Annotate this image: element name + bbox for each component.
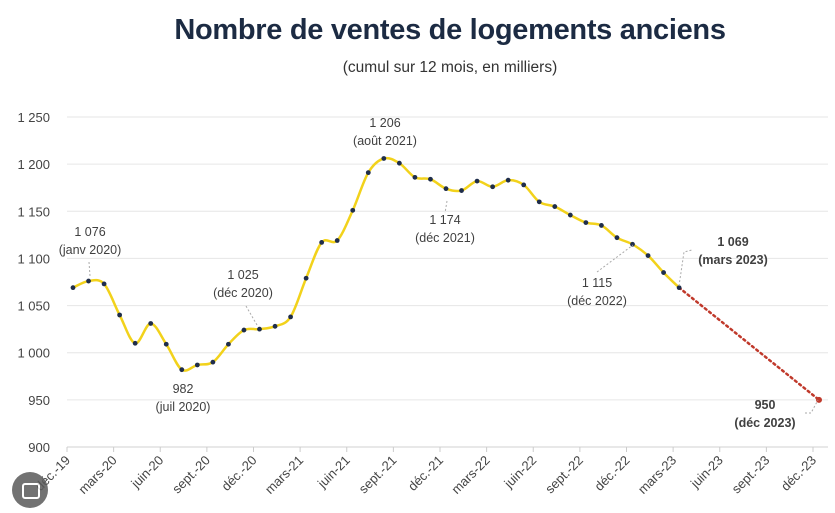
annotation-value: 1 025 [227, 268, 258, 282]
data-point [428, 176, 433, 182]
y-tick-label: 950 [28, 393, 50, 408]
y-tick-label: 1 150 [17, 204, 50, 219]
x-axis: déc.-19 mars-20 juin-20 sept.-20 déc.-20 mars… [32, 447, 819, 497]
data-point [614, 235, 620, 241]
x-tick-label: juin-20 [127, 453, 166, 492]
series-layer [70, 156, 822, 403]
data-point [583, 220, 589, 226]
data-point [412, 174, 418, 180]
data-point [474, 178, 480, 184]
y-tick-label: 1 000 [17, 346, 50, 361]
x-tick-label: sept.-20 [169, 453, 213, 497]
y-tick-label: 900 [28, 440, 50, 455]
annotation-period: (déc 2022) [567, 294, 627, 308]
data-point [226, 341, 231, 347]
annotations-layer: 1 076 (janv 2020) 982 (juil 2020) 1 025 (déc … [59, 116, 819, 430]
annotation-value: 1 115 [582, 276, 612, 290]
x-tick-label: mars-20 [75, 453, 119, 497]
data-point [70, 285, 76, 291]
annotation-period: (déc 2020) [213, 286, 273, 300]
data-point [645, 253, 651, 258]
data-point [194, 362, 200, 368]
x-tick-label: déc.-22 [591, 453, 632, 494]
x-tick-label: mars-21 [262, 453, 306, 497]
y-tick-label: 1 250 [17, 110, 50, 125]
data-point [101, 281, 107, 287]
data-point [350, 207, 356, 213]
data-point [334, 238, 340, 243]
data-point [163, 341, 169, 347]
series-line [72, 156, 680, 372]
annotation-period: (août 2021) [353, 134, 417, 148]
data-point [241, 327, 247, 333]
data-point [210, 359, 216, 365]
annotation-leader [805, 399, 819, 414]
lens-camera-icon[interactable] [12, 472, 48, 508]
x-tick-label: déc.-20 [218, 453, 259, 494]
data-point [319, 240, 325, 245]
data-point [86, 278, 91, 284]
annotation-value: 1 206 [369, 116, 400, 130]
data-point [288, 314, 293, 320]
projection-line [677, 286, 821, 402]
annotation-value: 950 [755, 398, 776, 412]
x-tick-label: sept.-22 [542, 453, 586, 497]
data-point [521, 182, 527, 188]
gridlines [67, 116, 828, 448]
x-tick-label: déc.-21 [405, 453, 446, 494]
y-tick-label: 1 100 [17, 251, 50, 266]
annotation-leader [596, 244, 634, 273]
data-point [365, 170, 371, 176]
data-point [490, 184, 496, 190]
annotation-period: (janv 2020) [59, 243, 122, 257]
x-tick-label: juin-23 [687, 453, 726, 492]
data-point [179, 367, 185, 373]
annotation-period: (juil 2020) [156, 400, 211, 414]
data-point [661, 270, 666, 275]
data-point [599, 223, 604, 228]
data-point [676, 285, 682, 291]
annotation-value: 1 069 [717, 235, 748, 249]
x-tick-label: juin-22 [500, 453, 539, 492]
annotation-period: (déc 2023) [734, 416, 795, 430]
data-point [257, 326, 262, 332]
data-point [505, 177, 511, 183]
x-tick-label: sept.-21 [356, 453, 400, 497]
annotation-value: 1 076 [74, 225, 105, 239]
data-point [381, 156, 387, 161]
x-tick-label: sept.-23 [729, 453, 773, 497]
data-point [303, 275, 309, 281]
annotation-period: (mars 2023) [698, 253, 768, 267]
y-tick-label: 1 050 [17, 299, 50, 314]
annotation-period: (déc 2021) [415, 231, 475, 245]
data-point [630, 241, 635, 247]
annotation-value: 1 174 [429, 213, 460, 227]
x-tick-label: mars-23 [635, 453, 679, 497]
chart-subtitle: (cumul sur 12 mois, en milliers) [342, 59, 558, 76]
x-tick-label: juin-21 [314, 453, 353, 492]
data-point [459, 188, 464, 193]
data-point [552, 204, 558, 209]
annotation-leader [245, 305, 258, 326]
projection-point [816, 396, 822, 403]
data-point [536, 199, 542, 205]
x-tick-label: déc.-23 [778, 453, 819, 494]
x-tick-label: mars-22 [448, 453, 492, 497]
data-point [443, 186, 449, 192]
annotation-leader [88, 261, 91, 277]
annotation-value: 982 [173, 382, 194, 396]
y-tick-label: 1 200 [17, 157, 50, 172]
data-point [272, 323, 278, 329]
annotation-leader [678, 249, 693, 287]
data-point [396, 160, 402, 166]
data-point [148, 321, 154, 326]
chart-title: Nombre de ventes de logements anciens [174, 14, 726, 46]
y-axis-ticks: 900 950 1 000 1 050 1 100 1 150 1 200 1 250 [17, 110, 50, 455]
data-point [567, 212, 573, 218]
data-point [132, 340, 138, 346]
data-point [117, 312, 123, 318]
